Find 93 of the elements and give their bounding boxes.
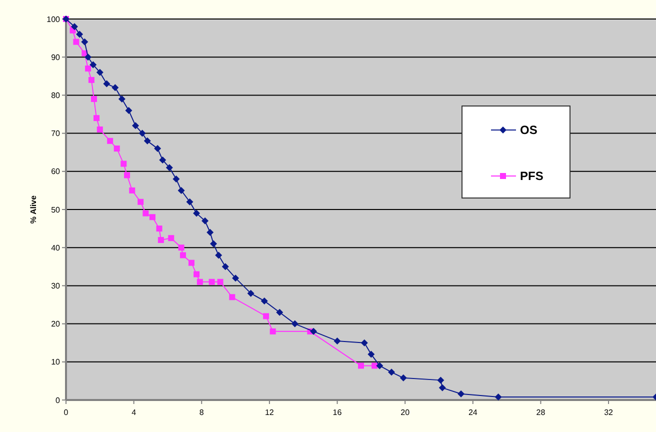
point: [291, 320, 298, 328]
point: [188, 260, 194, 266]
point: [388, 368, 396, 376]
point: [178, 244, 184, 251]
x-tick-label: 8: [199, 408, 204, 417]
x-tick-label: 4: [132, 408, 137, 417]
point: [90, 61, 97, 68]
point: [437, 376, 444, 384]
point: [310, 328, 318, 335]
point: [358, 362, 364, 369]
point: [159, 156, 166, 164]
point: [166, 164, 173, 172]
point: [494, 393, 502, 400]
x-tick-label: 32: [604, 408, 614, 417]
point: [368, 350, 375, 358]
point: [172, 176, 180, 183]
x-tick-label: 0: [64, 408, 69, 417]
point: [372, 362, 378, 369]
point: [142, 210, 149, 216]
y-tick-label: 90: [51, 52, 61, 62]
point: [206, 228, 214, 236]
point: [158, 236, 164, 243]
point: [180, 252, 186, 258]
x-tick-label: 16: [332, 408, 342, 417]
point: [260, 297, 268, 304]
y-tick-label: 70: [51, 129, 61, 138]
point: [210, 240, 217, 248]
point: [96, 126, 103, 132]
y-tick-label: 80: [51, 91, 61, 100]
point: [208, 278, 215, 285]
point: [103, 80, 110, 88]
point: [144, 137, 151, 144]
point: [194, 271, 200, 278]
point: [360, 339, 368, 346]
point: [88, 76, 94, 83]
legend-label: OS: [520, 123, 538, 138]
point: [90, 96, 97, 102]
point: [76, 30, 84, 38]
point: [247, 290, 254, 297]
point: [193, 210, 200, 217]
point: [438, 384, 446, 392]
point: [229, 294, 236, 300]
x-tick-label: 28: [536, 408, 546, 417]
x-tick-label: 24: [468, 408, 478, 417]
legend-label: PFS: [520, 169, 544, 184]
point: [94, 115, 100, 122]
point: [154, 145, 162, 152]
y-tick-label: 10: [51, 358, 61, 367]
y-tick-label: 40: [51, 243, 61, 252]
point: [124, 172, 130, 178]
point: [215, 252, 222, 259]
y-tick-label: 0: [56, 396, 61, 405]
point: [129, 187, 136, 194]
point: [217, 278, 224, 285]
point: [458, 390, 465, 398]
point: [96, 68, 104, 76]
y-tick-label: 60: [51, 167, 61, 176]
y-axis-title: % Alive: [29, 194, 38, 224]
point: [107, 138, 114, 144]
point: [114, 146, 120, 152]
point: [202, 217, 209, 224]
y-tick-label: 50: [51, 205, 61, 214]
y-tick-label: 30: [51, 282, 61, 290]
point: [376, 362, 384, 370]
point: [270, 328, 276, 334]
point: [168, 235, 174, 242]
point: [120, 160, 127, 167]
x-tick-label: 20: [400, 408, 410, 417]
point: [112, 84, 119, 92]
point: [263, 313, 270, 320]
point: [132, 122, 140, 130]
point: [138, 130, 146, 137]
point: [138, 198, 144, 205]
point: [84, 54, 92, 61]
y-tick-label: 20: [51, 320, 61, 329]
point: [400, 374, 407, 382]
y-tick-label: 100: [46, 14, 61, 24]
point: [232, 274, 240, 282]
point: [118, 96, 126, 103]
point: [178, 186, 185, 194]
point: [334, 337, 341, 344]
point: [222, 263, 229, 270]
point: [85, 66, 92, 72]
point: [149, 214, 156, 220]
point: [276, 308, 284, 316]
x-tick-label: 12: [264, 408, 274, 417]
point: [81, 38, 88, 46]
point: [196, 278, 203, 285]
point: [186, 198, 194, 206]
point: [70, 23, 78, 30]
point: [156, 226, 162, 232]
point: [73, 38, 80, 45]
point: [125, 106, 132, 114]
